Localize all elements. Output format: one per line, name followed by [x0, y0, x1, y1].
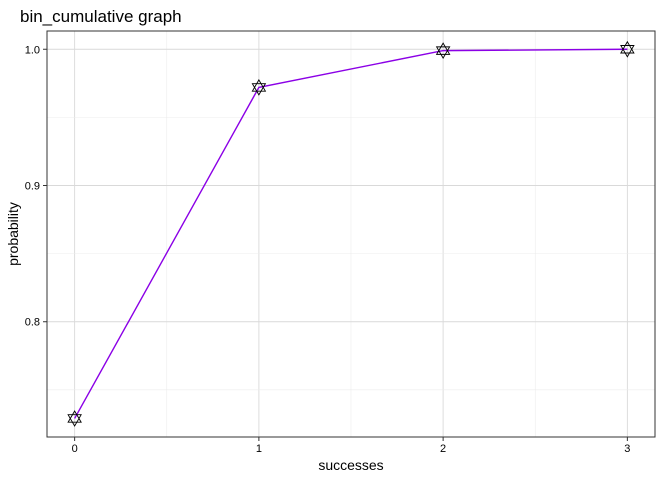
series-line	[74, 48, 628, 419]
data-point	[435, 42, 451, 60]
series-layer	[67, 40, 635, 427]
x-axis-title: successes	[318, 457, 383, 473]
x-tick-label: 1	[256, 443, 262, 455]
y-axis-ticks: 0.8 0.9 1.0	[25, 44, 47, 329]
data-point	[620, 40, 635, 58]
plot-panel-border	[46, 30, 656, 438]
data-point	[251, 79, 267, 96]
y-tick-label: 0.9	[25, 180, 40, 192]
y-tick-label: 1.0	[25, 44, 40, 56]
y-tick-label: 0.8	[25, 317, 40, 329]
grid-lines	[47, 31, 655, 437]
chart-title: bin_cumulative graph	[20, 7, 182, 26]
x-tick-label: 0	[72, 443, 78, 455]
x-tick-label: 2	[440, 443, 446, 455]
data-point	[67, 410, 82, 427]
x-axis-ticks: 0 1 2 3	[72, 437, 630, 455]
x-tick-label: 3	[624, 443, 630, 455]
y-axis-title: probability	[5, 202, 21, 266]
